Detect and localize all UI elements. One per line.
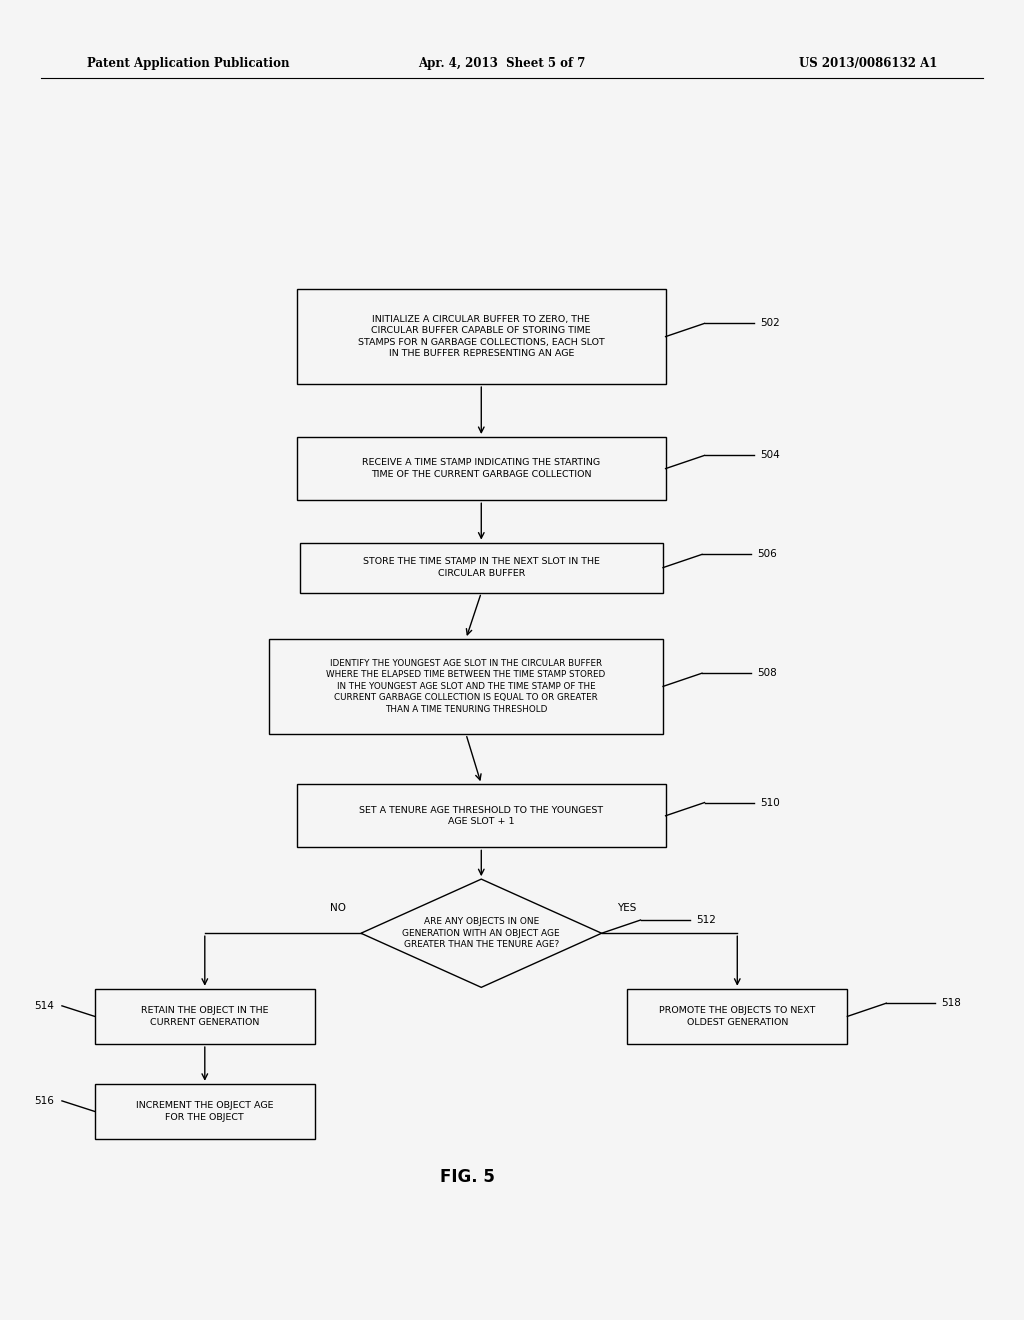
Text: SET A TENURE AGE THRESHOLD TO THE YOUNGEST
AGE SLOT + 1: SET A TENURE AGE THRESHOLD TO THE YOUNGE… bbox=[359, 805, 603, 826]
FancyBboxPatch shape bbox=[95, 1084, 315, 1139]
Text: IDENTIFY THE YOUNGEST AGE SLOT IN THE CIRCULAR BUFFER
WHERE THE ELAPSED TIME BET: IDENTIFY THE YOUNGEST AGE SLOT IN THE CI… bbox=[327, 659, 605, 714]
FancyBboxPatch shape bbox=[297, 437, 666, 500]
Text: RETAIN THE OBJECT IN THE
CURRENT GENERATION: RETAIN THE OBJECT IN THE CURRENT GENERAT… bbox=[141, 1006, 268, 1027]
Text: 506: 506 bbox=[758, 549, 777, 560]
Text: 518: 518 bbox=[942, 998, 962, 1008]
Text: 504: 504 bbox=[760, 450, 779, 461]
Polygon shape bbox=[360, 879, 601, 987]
Text: 512: 512 bbox=[696, 915, 716, 925]
Text: YES: YES bbox=[616, 903, 636, 913]
Text: PROMOTE THE OBJECTS TO NEXT
OLDEST GENERATION: PROMOTE THE OBJECTS TO NEXT OLDEST GENER… bbox=[659, 1006, 815, 1027]
Text: INCREMENT THE OBJECT AGE
FOR THE OBJECT: INCREMENT THE OBJECT AGE FOR THE OBJECT bbox=[136, 1101, 273, 1122]
FancyBboxPatch shape bbox=[299, 543, 664, 593]
FancyBboxPatch shape bbox=[627, 989, 847, 1044]
Text: INITIALIZE A CIRCULAR BUFFER TO ZERO, THE
CIRCULAR BUFFER CAPABLE OF STORING TIM: INITIALIZE A CIRCULAR BUFFER TO ZERO, TH… bbox=[358, 315, 604, 358]
Text: RECEIVE A TIME STAMP INDICATING THE STARTING
TIME OF THE CURRENT GARBAGE COLLECT: RECEIVE A TIME STAMP INDICATING THE STAR… bbox=[362, 458, 600, 479]
Text: 508: 508 bbox=[758, 668, 777, 678]
Text: US 2013/0086132 A1: US 2013/0086132 A1 bbox=[799, 57, 937, 70]
Text: Apr. 4, 2013  Sheet 5 of 7: Apr. 4, 2013 Sheet 5 of 7 bbox=[418, 57, 586, 70]
Text: NO: NO bbox=[330, 903, 345, 913]
Text: 514: 514 bbox=[34, 1001, 54, 1011]
Text: FIG. 5: FIG. 5 bbox=[440, 1168, 496, 1187]
FancyBboxPatch shape bbox=[297, 784, 666, 847]
Text: STORE THE TIME STAMP IN THE NEXT SLOT IN THE
CIRCULAR BUFFER: STORE THE TIME STAMP IN THE NEXT SLOT IN… bbox=[362, 557, 600, 578]
Text: 502: 502 bbox=[760, 318, 779, 329]
Text: ARE ANY OBJECTS IN ONE
GENERATION WITH AN OBJECT AGE
GREATER THAN THE TENURE AGE: ARE ANY OBJECTS IN ONE GENERATION WITH A… bbox=[402, 917, 560, 949]
FancyBboxPatch shape bbox=[297, 289, 666, 384]
Text: 516: 516 bbox=[34, 1096, 54, 1106]
FancyBboxPatch shape bbox=[268, 639, 664, 734]
Text: Patent Application Publication: Patent Application Publication bbox=[87, 57, 290, 70]
FancyBboxPatch shape bbox=[95, 989, 315, 1044]
Text: 510: 510 bbox=[760, 797, 779, 808]
